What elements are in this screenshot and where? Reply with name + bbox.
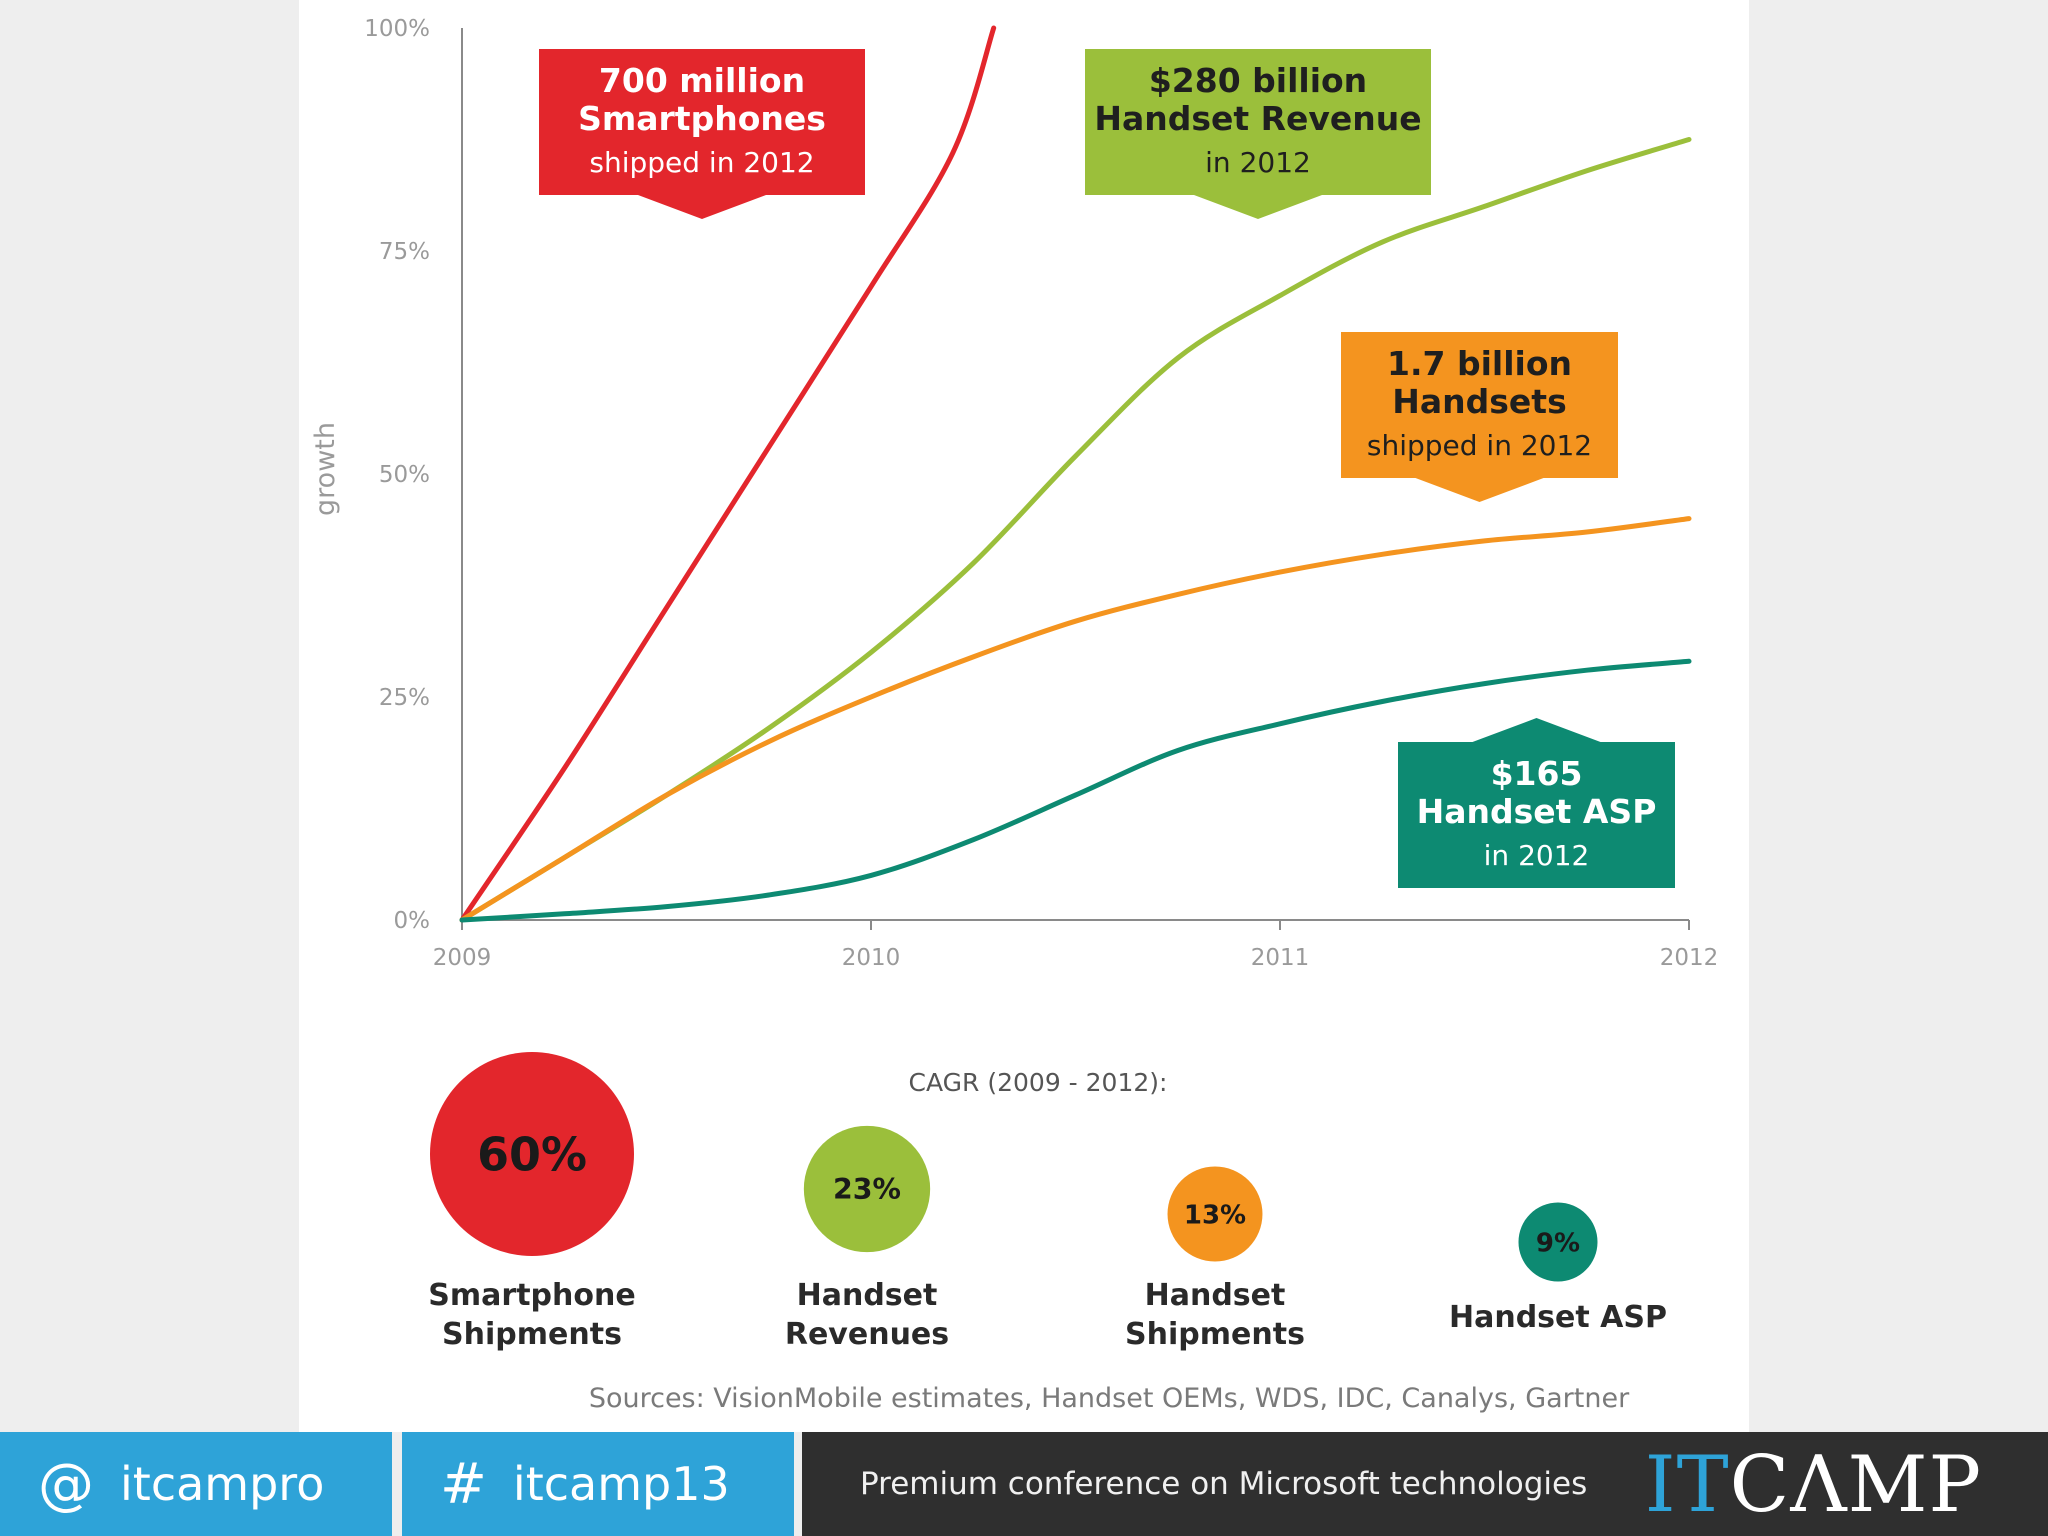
callout-title-revenue: $280 billion	[1149, 61, 1367, 100]
series-line-asp	[459, 658, 1692, 923]
cagr-label: Shipments	[1125, 1317, 1305, 1352]
hash-icon: #	[440, 1451, 487, 1517]
x-tick-label: 2010	[842, 945, 901, 971]
tagline-block: Premium conference on Microsoft technolo…	[802, 1432, 2048, 1536]
cagr-label: Handset	[797, 1278, 938, 1313]
cagr-label: Shipments	[442, 1317, 622, 1352]
callout-title-shipments: Handsets	[1392, 382, 1566, 421]
cagr-bubble	[1518, 1202, 1598, 1282]
callout-sub-asp: in 2012	[1484, 839, 1590, 872]
callout-title-smartphones: Smartphones	[578, 99, 826, 138]
cagr-value: 23%	[833, 1173, 901, 1206]
source-note: Sources: VisionMobile estimates, Handset…	[589, 1383, 1630, 1414]
cagr-label: Smartphone	[428, 1278, 635, 1313]
hashtag-block[interactable]: # itcamp13	[402, 1432, 794, 1536]
tagline: Premium conference on Microsoft technolo…	[860, 1466, 1588, 1502]
series-line-shipments	[459, 516, 1692, 923]
twitter-handle-block[interactable]: @ itcampro	[0, 1432, 392, 1536]
y-axis-title: growth	[310, 422, 341, 516]
x-tick-label: 2011	[1251, 945, 1310, 971]
callout-box-smartphones	[539, 49, 865, 219]
y-tick-label: 75%	[379, 239, 430, 265]
logo-camp: CΛMP	[1729, 1440, 1982, 1530]
callout-sub-smartphones: shipped in 2012	[589, 146, 814, 179]
logo-it: IT	[1644, 1440, 1730, 1530]
cagr-section: CAGR (2009 - 2012): 60% Smartphone Shipment…	[428, 1052, 1667, 1414]
axes: 0% 25% 50% 75% 100% 2009 2010 2011 2012 growth	[310, 16, 1718, 971]
footer-bar: @ itcampro # itcamp13 Premium conference…	[0, 1432, 2048, 1536]
callout-title-asp: Handset ASP	[1417, 792, 1657, 831]
cagr-bubble	[803, 1125, 931, 1253]
callout-box-shipments	[1341, 332, 1618, 502]
cagr-bubble	[430, 1052, 634, 1256]
series-line-smartphones	[459, 25, 997, 923]
twitter-handle: itcampro	[120, 1457, 325, 1511]
cagr-bubble	[1167, 1166, 1263, 1262]
callout-title-smartphones: 700 million	[599, 61, 805, 100]
cagr-value: 9%	[1536, 1228, 1580, 1258]
series-lines	[459, 25, 1692, 923]
cagr-label: Revenues	[785, 1317, 949, 1352]
y-tick-label: 100%	[364, 16, 430, 42]
callout-sub-revenue: in 2012	[1205, 146, 1311, 179]
cagr-value: 60%	[477, 1128, 587, 1182]
callout-title-asp: $165	[1491, 754, 1583, 793]
y-tick-label: 0%	[394, 908, 431, 934]
callout-title-shipments: 1.7 billion	[1387, 344, 1572, 383]
y-tick-label: 50%	[379, 462, 430, 488]
cagr-value: 13%	[1184, 1200, 1246, 1230]
cagr-label: Handset ASP	[1449, 1300, 1667, 1335]
x-tick-label: 2012	[1660, 945, 1719, 971]
cagr-label: Handset	[1145, 1278, 1286, 1313]
callout-title-revenue: Handset Revenue	[1094, 99, 1421, 138]
x-tick-label: 2009	[433, 945, 492, 971]
callout-sub-shipments: shipped in 2012	[1367, 429, 1592, 462]
itcamp-logo[interactable]: ITCΛMP	[1645, 1440, 1982, 1530]
y-tick-label: 25%	[379, 685, 430, 711]
callout-box-asp	[1398, 718, 1675, 888]
hashtag: itcamp13	[512, 1457, 730, 1511]
at-icon: @	[38, 1451, 94, 1517]
cagr-title: CAGR (2009 - 2012):	[909, 1068, 1168, 1097]
callout-box-revenue	[1085, 49, 1431, 219]
